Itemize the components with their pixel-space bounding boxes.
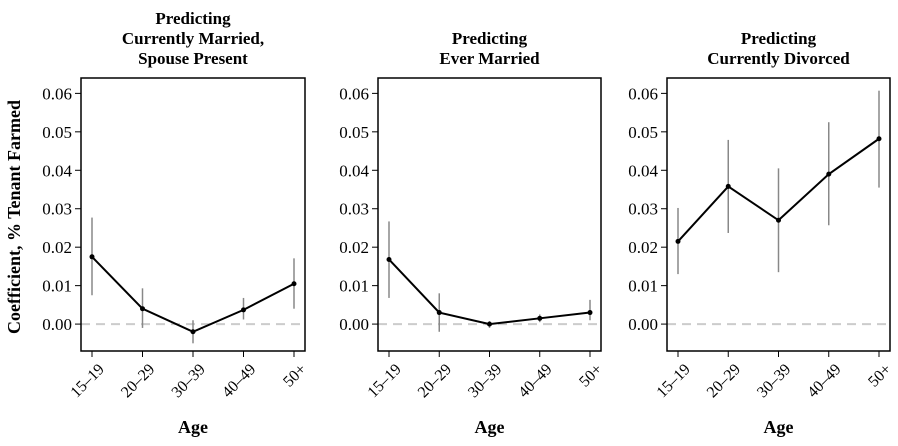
panel-1-y-tick-label: 0.01	[42, 277, 72, 296]
panel-2-y-tick-label: 0.03	[339, 200, 369, 219]
panel-1-plot-frame	[80, 77, 306, 352]
panel-2-data-point	[587, 310, 593, 316]
panel-1-y-tick-label: 0.00	[42, 315, 72, 334]
panel-3-y-tick-label: 0.05	[628, 123, 658, 142]
panel-3-x-axis-label: Age	[764, 417, 794, 437]
panel-3-y-tick-label: 0.03	[628, 200, 658, 219]
panel-1-title-line-3: Spouse Present	[138, 49, 248, 68]
panel-3-y-tick-label: 0.02	[628, 238, 658, 257]
panel-1-x-tick-label: 50+	[280, 361, 310, 391]
panel-1-x-tick-label: 40–49	[219, 361, 259, 401]
panel-1-y-tick-label: 0.04	[42, 161, 72, 180]
panel-2-data-point	[386, 256, 392, 262]
panel-3-title-line-2: Currently Divorced	[707, 49, 850, 68]
panel-1-x-tick-label: 30–39	[169, 361, 209, 401]
panel-1-x-tick-label: 15–19	[68, 361, 108, 401]
panel-2-title-line-2: Ever Married	[439, 49, 540, 68]
panel-2-x-tick-label: 20–29	[415, 361, 455, 401]
panel-1-title-line-2: Currently Married,	[122, 29, 264, 48]
panel-2-series-line	[388, 258, 591, 326]
panel-2-plot-frame	[377, 77, 602, 352]
panel-2-x-tick-label: 15–19	[365, 361, 405, 401]
panel-2-y-tick-label: 0.04	[339, 161, 369, 180]
panel-3-data-point	[725, 183, 731, 189]
panel-2-x-axis-label: Age	[475, 417, 505, 437]
panel-3-y-tick-label: 0.00	[628, 315, 658, 334]
panel-1-y-tick-label: 0.02	[42, 238, 72, 257]
panel-2-y-tick-label: 0.01	[339, 277, 369, 296]
panel-2-title-line-1: Predicting	[452, 29, 528, 48]
panel-3-x-tick-label: 15–19	[654, 361, 694, 401]
panel-1-y-tick-label: 0.05	[42, 123, 72, 142]
panel-3-x-tick-label: 20–29	[704, 361, 744, 401]
panel-3-data-point	[675, 238, 681, 244]
panel-1-data-point	[291, 281, 297, 287]
panel-2-y-tick-label: 0.06	[339, 84, 369, 103]
panel-3-data-point	[776, 217, 781, 223]
panel-3-y-tick-label: 0.06	[628, 84, 658, 103]
panel-2-data-point	[537, 315, 543, 321]
panel-2-data-point	[487, 321, 492, 327]
panel-3-y-tick-label: 0.01	[628, 277, 658, 296]
panel-2-y-tick-label: 0.00	[339, 315, 369, 334]
panel-1-title-line-1: Predicting	[155, 9, 231, 28]
panel-3-data-point	[876, 136, 882, 142]
panel-1-x-tick-label: 20–29	[118, 361, 158, 401]
panel-1-data-point	[241, 307, 246, 313]
panel-3-data-point	[826, 171, 832, 177]
panel-1-x-axis-label: Age	[178, 417, 208, 437]
panel-1-data-point	[89, 254, 95, 260]
y-axis-label: Coefficient, % Tenant Farmed	[4, 100, 24, 334]
panel-2-y-tick-label: 0.02	[339, 238, 369, 257]
panel-3-x-tick-label: 50+	[865, 361, 895, 391]
panel-2-x-tick-label: 40–49	[515, 361, 555, 401]
panel-3-x-tick-label: 30–39	[754, 361, 794, 401]
panel-2-x-tick-label: 30–39	[465, 361, 505, 401]
panel-2-data-point	[436, 310, 442, 316]
panel-2-y-tick-label: 0.05	[339, 123, 369, 142]
panel-3-x-tick-label: 40–49	[804, 361, 844, 401]
panel-2-x-tick-label: 50+	[576, 361, 606, 391]
panel-1-data-point	[190, 329, 196, 335]
panel-1-data-point	[140, 306, 145, 312]
panel-1-y-tick-label: 0.06	[42, 84, 72, 103]
panel-3-title-line-1: Predicting	[741, 29, 817, 48]
panel-1-y-tick-label: 0.03	[42, 200, 72, 219]
panel-3-y-tick-label: 0.04	[628, 161, 658, 180]
